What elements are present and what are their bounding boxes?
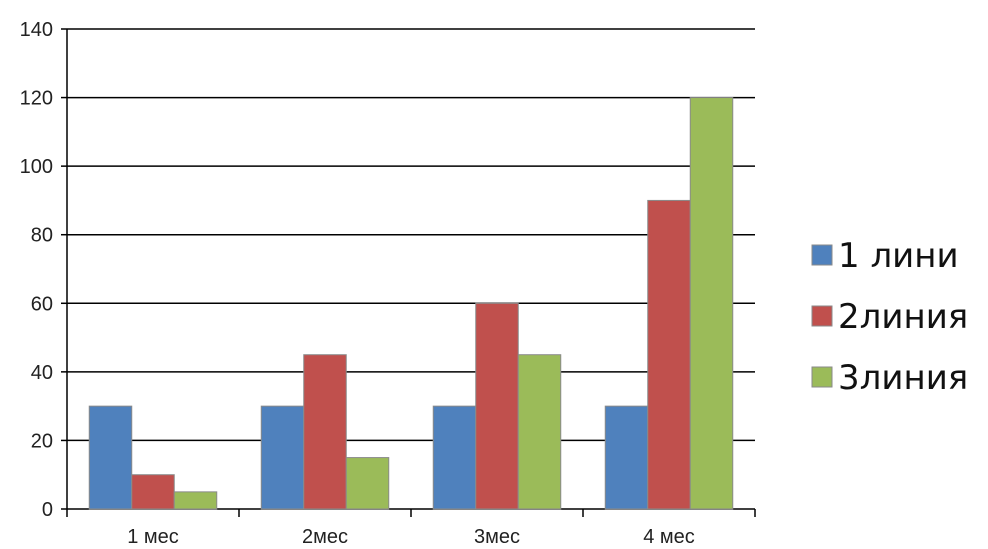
y-tick-label-0: 0 <box>42 499 53 521</box>
bar-2-1 <box>131 474 175 510</box>
x-tick-label-2: 2мес <box>302 526 348 548</box>
legend-swatch-1 <box>811 244 833 266</box>
y-tick-label-7: 140 <box>20 19 53 41</box>
bar-3-1 <box>173 491 218 510</box>
legend-label-2: 2линия <box>838 297 968 337</box>
bar-1-2 <box>260 405 305 510</box>
x-tick-label-3: 3мес <box>474 526 520 548</box>
x-tick-label-1: 1 мес <box>127 526 179 548</box>
bar-1-4 <box>604 405 649 510</box>
bar-2-4 <box>647 199 691 510</box>
y-tick-label-1: 20 <box>31 430 53 452</box>
bar-1-1 <box>88 405 133 510</box>
x-tick-label-4: 4 мес <box>643 526 695 548</box>
bar-1-3 <box>432 405 477 510</box>
bar-2-2 <box>303 354 347 510</box>
bar-3-4 <box>689 97 734 510</box>
y-tick-label-3: 60 <box>31 293 53 315</box>
bar-2-3 <box>475 302 519 510</box>
y-tick-label-2: 40 <box>31 362 53 384</box>
legend-label-1: 1 лини <box>838 236 959 276</box>
y-tick-label-4: 80 <box>31 225 53 247</box>
bar-3-2 <box>345 457 390 510</box>
legend-label-3: 3линия <box>838 358 968 398</box>
y-tick-label-6: 120 <box>20 88 53 110</box>
y-tick-label-5: 100 <box>20 156 53 178</box>
legend-swatch-3 <box>811 366 833 388</box>
legend-swatch-2 <box>811 305 833 327</box>
bar-3-3 <box>517 354 562 510</box>
